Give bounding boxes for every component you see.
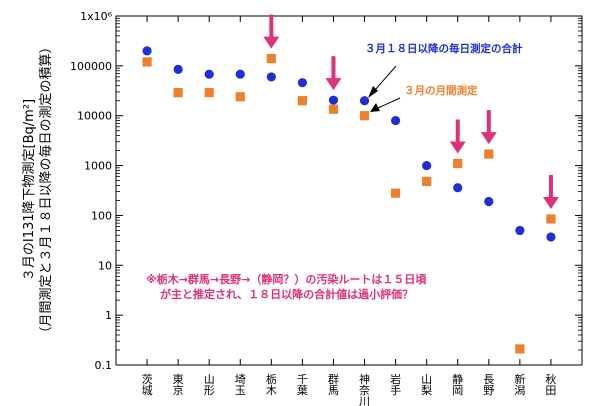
point-monthly [266,53,276,64]
y-tick-label: 1000 [84,160,112,173]
point-monthly [515,344,525,354]
annotation-line2: が主と推定され、１８日以降の合計値は過小評価？ [160,287,413,301]
point-daily [204,69,214,79]
point-daily [484,196,494,207]
x-category-label: 神奈川 [359,372,370,406]
point-daily [546,232,556,242]
legend-monthly: ３月の月間測定 [404,84,478,97]
highlight-arrow-head [263,36,280,49]
x-category-label: 東京 [173,373,184,397]
y-tick-label: 1x10⁶ [80,10,113,23]
y-tick-label: 10000 [77,110,112,123]
highlight-arrows [263,14,559,209]
point-daily [297,78,307,88]
point-daily [391,115,401,126]
point-daily [266,72,276,82]
highlight-arrow-head [325,78,342,91]
highlight-arrow-head [542,196,559,209]
y-axis: 0.1 1 10 100 1000 10000 100000 1x10⁶ [70,10,582,372]
point-monthly [546,214,556,224]
point-daily [173,64,183,74]
x-category-label: 岩手 [390,372,401,397]
point-daily [515,225,525,236]
x-category-label: 茨城 [142,372,153,397]
point-monthly [484,149,494,159]
plot-frame [115,15,583,366]
point-monthly [391,188,401,198]
x-category-label: 栃木 [266,372,277,397]
highlight-arrow-head [449,141,466,154]
x-category-label: 山形 [204,373,215,397]
point-monthly [359,111,370,121]
point-monthly [328,104,339,114]
y-tick-label: 100000 [70,60,112,73]
x-category-label: 静岡 [452,372,463,397]
legend-monthly-pointer [377,97,401,109]
x-category-label: 千葉 [297,373,308,397]
point-monthly [453,158,463,169]
annotation-line1: ※栃木→群馬→長野→（静岡？）の汚染ルートは１５日頃 [146,272,427,286]
point-daily [453,183,463,193]
highlight-arrow-head [480,132,497,145]
y-tick-label: 1 [105,309,112,322]
y-tick-label: 0.1 [95,359,113,372]
point-daily [328,95,339,105]
x-category-label: 群馬 [328,372,339,397]
data-points [142,46,556,354]
point-monthly [204,88,214,98]
legend-daily: ３月１８日以降の毎日測定の合計 [365,42,523,55]
legend-daily-pointer [374,65,397,91]
point-monthly [235,92,245,102]
y-axis-label-line1: ３月のI131降下物測定[Bq/m²] [22,99,37,281]
x-category-label: 秋田 [545,372,556,397]
y-tick-label: 10 [98,259,112,272]
point-monthly [142,57,152,67]
x-category-label: 新潟 [514,372,525,397]
point-monthly [297,96,307,106]
point-daily [422,160,432,171]
legend-daily-pointer-head [368,86,378,98]
y-axis-label-line2: （月間測定と３月１８日以降の毎日の測定の積算） [38,40,54,339]
x-category-label: 山梨 [421,373,432,397]
point-daily [359,96,370,106]
x-category-label: 埼玉 [235,372,246,397]
x-category-label: 長野 [483,373,494,397]
legend-monthly-pointer-head [370,103,380,112]
point-daily [142,46,152,56]
y-tick-label: 100 [91,209,112,222]
point-monthly [173,88,183,98]
point-monthly [422,176,432,187]
point-daily [235,69,245,79]
